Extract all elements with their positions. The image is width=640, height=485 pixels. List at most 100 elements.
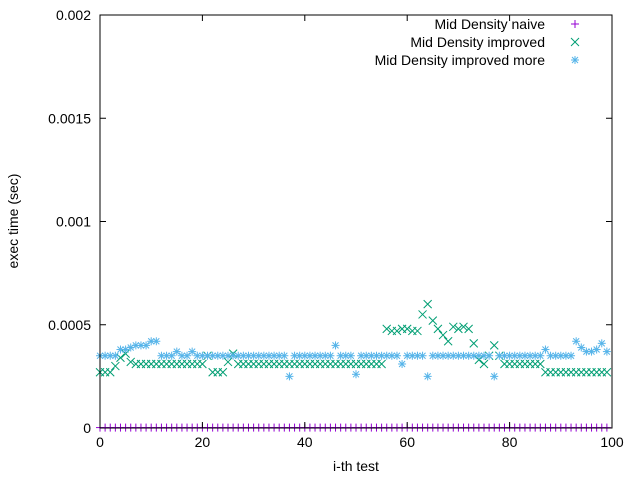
data-point	[172, 347, 181, 356]
data-point	[551, 351, 560, 360]
data-point	[423, 372, 432, 381]
data-point	[403, 351, 412, 360]
data-point	[382, 324, 392, 334]
legend-label: Mid Density improved more	[375, 52, 546, 68]
y-tick-label: 0.0005	[48, 317, 91, 333]
x-tick-label: 100	[600, 434, 624, 450]
x-tick-label: 0	[96, 434, 104, 450]
data-point	[526, 351, 535, 360]
data-point	[295, 351, 304, 360]
x-axis-label: i-th test	[333, 458, 379, 474]
data-point	[418, 310, 427, 319]
y-tick-label: 0.002	[56, 7, 91, 23]
data-point	[439, 351, 448, 360]
data-point	[126, 357, 136, 367]
data-point	[331, 341, 340, 350]
y-axis-label: exec time (sec)	[5, 174, 21, 269]
data-points	[95, 299, 612, 432]
data-point	[188, 347, 197, 356]
data-point	[448, 322, 458, 332]
legend-marker	[571, 20, 579, 28]
data-point	[357, 351, 366, 360]
data-point	[167, 351, 176, 360]
y-tick-label: 0	[83, 420, 91, 436]
y-tick-label: 0.001	[56, 214, 91, 230]
data-point	[602, 367, 612, 377]
x-tick-label: 40	[297, 434, 313, 450]
data-point	[485, 351, 494, 360]
data-point	[382, 351, 391, 360]
data-point	[469, 338, 479, 348]
plot-frame	[99, 14, 613, 429]
data-point	[346, 351, 355, 360]
data-point	[541, 345, 550, 354]
data-point	[116, 353, 125, 363]
data-point	[300, 351, 309, 360]
data-point	[418, 351, 427, 360]
data-point	[326, 351, 335, 360]
data-point	[392, 326, 402, 336]
legend-marker	[570, 37, 580, 47]
data-point	[459, 322, 468, 332]
data-point	[398, 359, 407, 368]
data-point	[402, 324, 412, 334]
data-point	[111, 361, 120, 371]
series-1	[95, 299, 612, 377]
data-point	[121, 349, 130, 359]
data-point	[198, 359, 207, 369]
data-point	[183, 351, 192, 360]
data-point	[474, 355, 484, 365]
data-point	[362, 351, 371, 360]
data-point	[535, 359, 545, 369]
data-point	[142, 341, 151, 350]
data-point	[577, 343, 586, 352]
data-point	[602, 347, 611, 356]
data-point	[597, 339, 606, 348]
data-point	[490, 372, 499, 381]
data-point	[392, 351, 401, 360]
data-point	[500, 351, 509, 360]
data-point	[454, 324, 463, 334]
data-point	[147, 337, 156, 346]
x-tick-label: 80	[502, 434, 518, 450]
x-tick-label: 20	[195, 434, 211, 450]
data-point	[464, 324, 473, 334]
data-point	[121, 345, 130, 354]
data-point	[377, 359, 386, 369]
data-point	[152, 337, 161, 346]
legend-label: Mid Density naive	[435, 16, 546, 32]
data-point	[413, 326, 422, 336]
data-point	[536, 351, 545, 360]
y-tick-label: 0.0015	[48, 110, 91, 126]
data-point	[218, 367, 228, 377]
data-point	[111, 351, 120, 360]
data-point	[423, 299, 433, 309]
data-point	[223, 357, 233, 367]
data-point	[505, 351, 514, 360]
data-point	[428, 316, 438, 325]
data-point	[433, 324, 443, 334]
data-point	[157, 351, 166, 360]
data-point	[592, 345, 601, 354]
data-point	[224, 351, 232, 360]
legend: Mid Density naive Mid Density improved Mid…	[375, 16, 580, 68]
data-point	[464, 351, 473, 360]
x-tick-label: 60	[399, 434, 415, 450]
data-point	[352, 370, 360, 379]
data-point	[454, 351, 463, 360]
data-point	[572, 337, 581, 346]
axis-ticks: 0 0.0005 0.001 0.0015 0.002 0 20 40 60 80 100	[48, 7, 624, 450]
legend-marker	[571, 56, 579, 64]
data-point	[438, 330, 448, 340]
data-point	[280, 351, 289, 360]
legend-label: Mid Density improved	[410, 34, 545, 50]
data-point	[341, 351, 350, 360]
data-point	[489, 341, 499, 350]
data-point	[105, 367, 115, 377]
data-point	[443, 336, 453, 346]
data-point	[479, 359, 489, 369]
data-point	[285, 372, 294, 381]
data-point	[567, 351, 576, 360]
data-point	[408, 351, 417, 360]
